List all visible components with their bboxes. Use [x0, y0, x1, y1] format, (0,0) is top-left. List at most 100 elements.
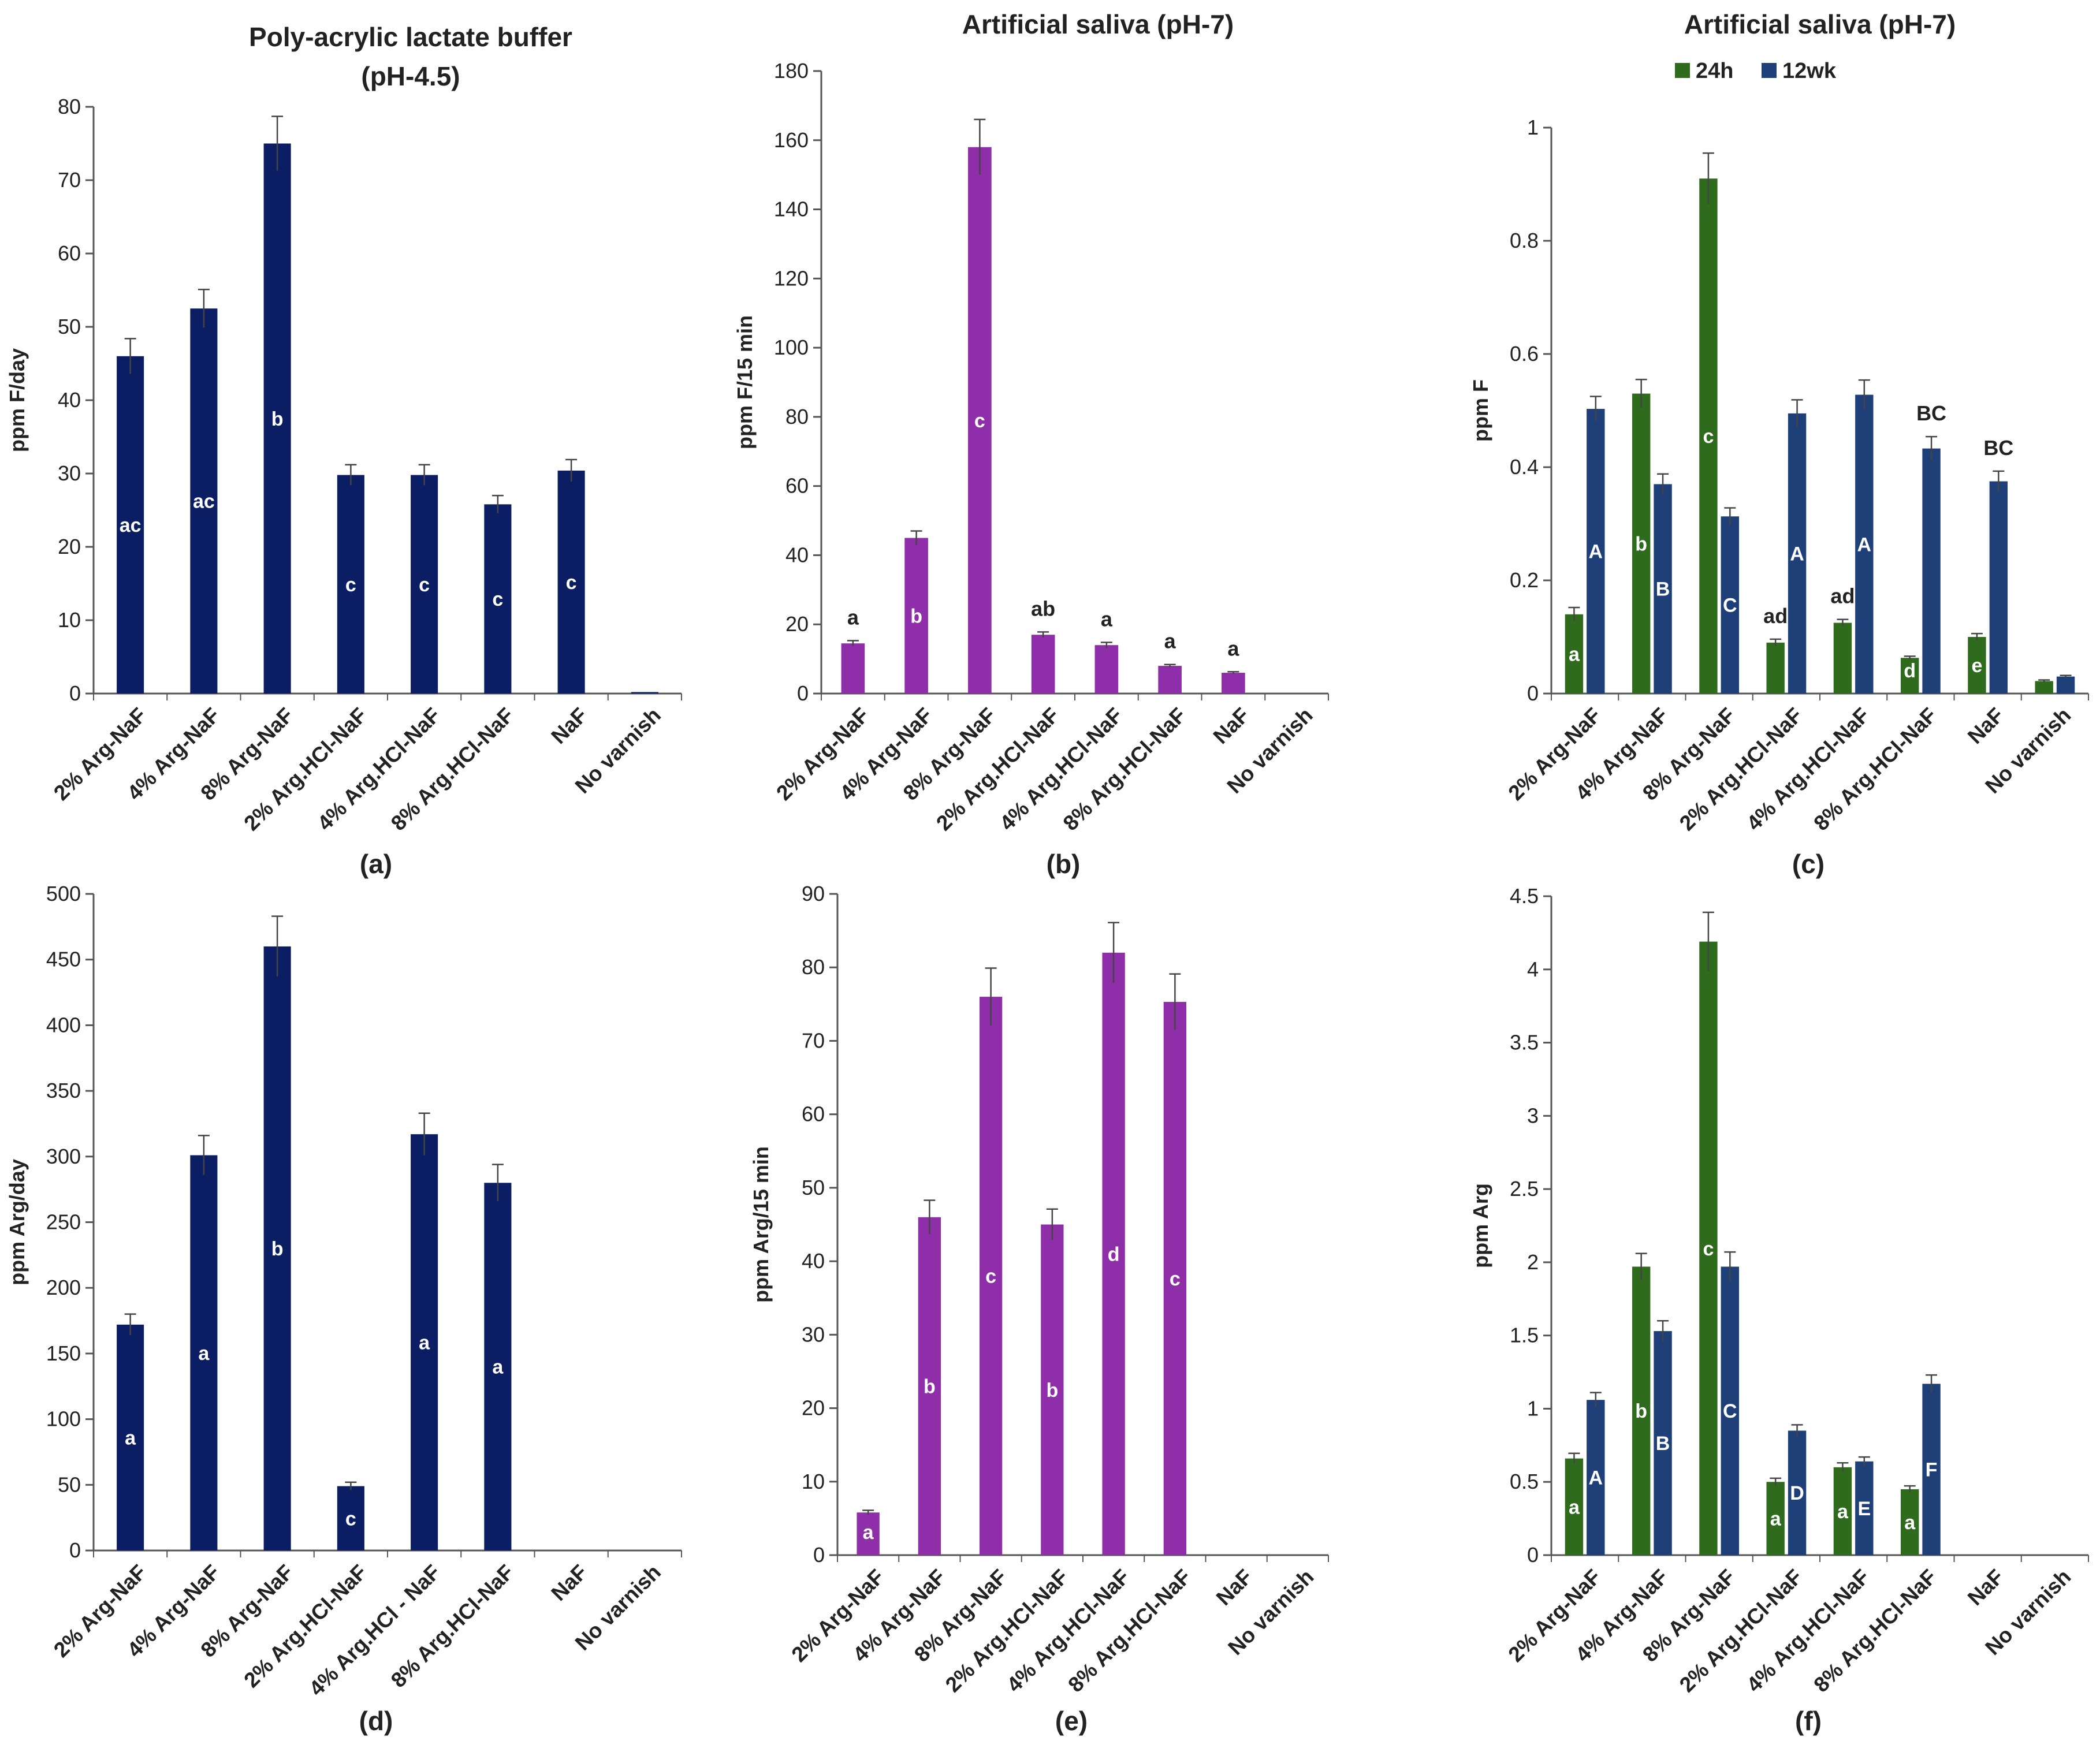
significance-label-inner: D [1790, 1482, 1804, 1504]
y-tick-label: 250 [46, 1210, 81, 1234]
significance-label-inner: c [345, 1508, 356, 1530]
bar-c-12wk-3 [1788, 413, 1807, 694]
significance-label-top: ab [1031, 597, 1055, 620]
y-tick-label: 0.8 [1510, 229, 1539, 252]
bar-c-24h-4 [1833, 623, 1852, 694]
y-tick-label: 0 [797, 681, 809, 705]
bar-f-12wk-4 [1855, 1461, 1874, 1555]
significance-label-inner: c [419, 574, 430, 596]
chart-title: Poly-acrylic lactate buffer [249, 22, 572, 52]
y-tick-label: 80 [802, 955, 825, 979]
bar-f-24h-2 [1699, 941, 1718, 1555]
significance-label-inner: B [1656, 579, 1670, 601]
bar-e-arg-release-2 [979, 997, 1003, 1555]
x-category-label: NaF [546, 703, 591, 748]
bar-c-24h-0 [1565, 614, 1584, 694]
bar-d-arg-release-0 [117, 1324, 144, 1550]
y-tick-label: 3.5 [1510, 1031, 1539, 1054]
significance-label-inner: a [863, 1522, 874, 1544]
chart-title: Artificial saliva (pH-7) [962, 9, 1234, 39]
x-category-label: 4% Arg.HCl-NaF [313, 703, 445, 836]
chart-title: (pH-4.5) [361, 61, 460, 91]
y-tick-label: 0.2 [1510, 568, 1539, 592]
y-tick-label: 100 [46, 1407, 81, 1431]
y-tick-label: 140 [774, 197, 809, 221]
significance-label-inner: E [1857, 1498, 1871, 1520]
y-tick-label: 2 [1527, 1250, 1539, 1274]
significance-label-inner: b [910, 605, 922, 627]
bar-d-arg-release-2 [263, 946, 291, 1550]
bar-b-f-release-3 [1031, 635, 1055, 694]
significance-label-inner: a [419, 1332, 430, 1354]
bar-a-f-release-7 [631, 692, 658, 694]
x-category-label: NaF [1209, 703, 1254, 748]
y-tick-label: 120 [774, 266, 809, 290]
y-tick-label: 0 [813, 1543, 825, 1567]
y-tick-label: 40 [58, 388, 81, 412]
bar-f-24h-1 [1632, 1266, 1651, 1555]
significance-label-inner: d [1108, 1243, 1120, 1265]
y-axis-label: ppm Arg [1469, 1183, 1492, 1268]
x-category-label: 8% Arg.HCl-NaF [1809, 703, 1941, 836]
y-tick-label: 50 [802, 1176, 825, 1199]
y-tick-label: 80 [58, 95, 81, 118]
significance-label-inner: c [566, 572, 577, 594]
y-tick-label: 10 [58, 608, 81, 632]
y-tick-label: 40 [785, 543, 809, 566]
x-category-label: NaF [1212, 1565, 1257, 1610]
bar-c-24h-7 [2035, 681, 2053, 694]
significance-label-inner: c [492, 588, 503, 610]
significance-label-top: ad [1763, 604, 1788, 628]
y-tick-label: 160 [774, 128, 809, 152]
panel-label-c: (c) [1792, 849, 1825, 879]
y-tick-label: 60 [785, 474, 809, 498]
y-axis-label: ppm F/15 min [733, 315, 757, 449]
significance-label-top: a [847, 605, 859, 629]
significance-label-inner: d [1904, 660, 1916, 682]
significance-label-inner: c [974, 410, 985, 432]
significance-label-inner: c [345, 574, 356, 596]
panel-label-a: (a) [360, 849, 392, 879]
significance-label-top: a [1227, 636, 1239, 660]
significance-label-top: a [1164, 629, 1176, 653]
y-tick-label: 0.6 [1510, 342, 1539, 366]
bar-f-12wk-5 [1922, 1384, 1941, 1555]
y-tick-label: 0 [69, 1538, 81, 1562]
panel-label-e: (e) [1055, 1706, 1088, 1736]
significance-label-inner: a [1569, 1496, 1580, 1518]
significance-label-inner: A [1589, 1467, 1603, 1489]
panel-label-d: (d) [359, 1706, 393, 1736]
significance-label-inner: A [1790, 543, 1804, 565]
significance-label-top: BC [1983, 436, 2013, 460]
bar-b-f-release-0 [841, 643, 865, 694]
chart-panel-b: Artificial saliva (pH-7) 0 20 40 60 80 100 120 1… [733, 9, 1329, 879]
y-tick-label: 50 [58, 315, 81, 338]
x-category-label: 2% Arg.HCl-NaF [1675, 703, 1807, 836]
y-tick-label: 100 [774, 336, 809, 359]
significance-label-inner: ac [193, 491, 215, 513]
x-category-label: 4% Arg.HCl - NaF [304, 1560, 445, 1701]
significance-label-top: ad [1830, 584, 1855, 608]
significance-label-inner: b [924, 1376, 936, 1397]
bar-a-f-release-4 [411, 475, 438, 694]
y-tick-label: 400 [46, 1013, 81, 1037]
significance-label-inner: b [271, 408, 284, 430]
significance-label-inner: b [1635, 533, 1647, 555]
y-tick-label: 0 [69, 681, 81, 705]
bar-c-12wk-7 [2056, 676, 2075, 694]
y-tick-label: 150 [46, 1341, 81, 1365]
significance-label-inner: c [985, 1266, 996, 1288]
significance-label-inner: a [1904, 1512, 1916, 1534]
y-axis-label: ppm F [1469, 379, 1492, 442]
y-tick-label: 4 [1527, 957, 1539, 981]
significance-label-inner: a [1569, 643, 1580, 665]
y-tick-label: 0 [1527, 1543, 1539, 1567]
chart-title: Artificial saliva (pH-7) [1684, 9, 1956, 39]
bar-f-24h-4 [1833, 1467, 1852, 1555]
significance-label-inner: c [1170, 1268, 1181, 1290]
bar-b-f-release-6 [1222, 673, 1245, 694]
bar-b-f-release-4 [1094, 645, 1119, 694]
x-category-label: 2% Arg.HCl-NaF [239, 703, 371, 836]
